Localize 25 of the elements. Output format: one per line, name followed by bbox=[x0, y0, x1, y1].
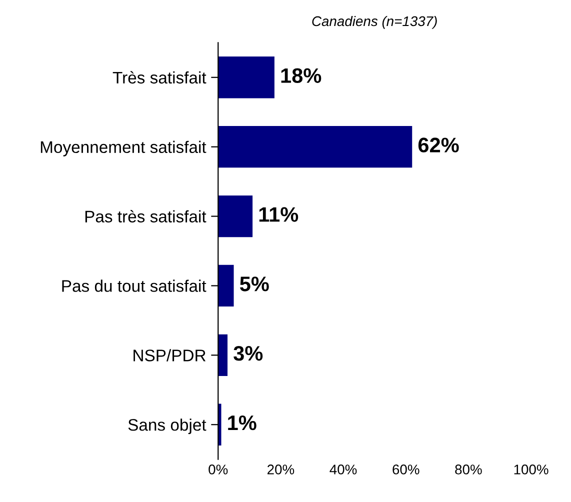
data-label: 11% bbox=[259, 207, 298, 222]
y-tick-label: Moyennement satisfait bbox=[40, 140, 206, 156]
x-tick-label: 0% bbox=[208, 464, 228, 474]
data-label: 1% bbox=[228, 416, 256, 430]
chart-title: Canadiens (n=1337) bbox=[312, 16, 437, 29]
bar bbox=[218, 56, 274, 98]
bar bbox=[218, 334, 228, 376]
x-tick-label: 100% bbox=[514, 464, 548, 474]
bar bbox=[218, 126, 412, 168]
bar bbox=[218, 404, 222, 446]
x-tick-label: 20% bbox=[268, 464, 294, 474]
x-tick-label: 60% bbox=[392, 464, 420, 474]
bar bbox=[218, 264, 234, 307]
x-tick-label: 40% bbox=[330, 464, 357, 474]
y-tick-label: Pas très satisfait bbox=[85, 210, 206, 222]
data-label: 18% bbox=[281, 68, 322, 83]
y-tick-label: Sans objet bbox=[128, 418, 206, 434]
y-tick-label: Pas du tout satisfait bbox=[62, 280, 206, 292]
y-tick-label: NSP/PDR bbox=[134, 349, 206, 362]
y-tick-label: Très satisfait bbox=[112, 71, 206, 84]
data-label: 3% bbox=[234, 346, 263, 361]
data-label: 5% bbox=[240, 276, 269, 292]
x-tick-label: 80% bbox=[455, 464, 482, 474]
bar bbox=[218, 195, 253, 238]
data-label: 62% bbox=[418, 138, 459, 152]
